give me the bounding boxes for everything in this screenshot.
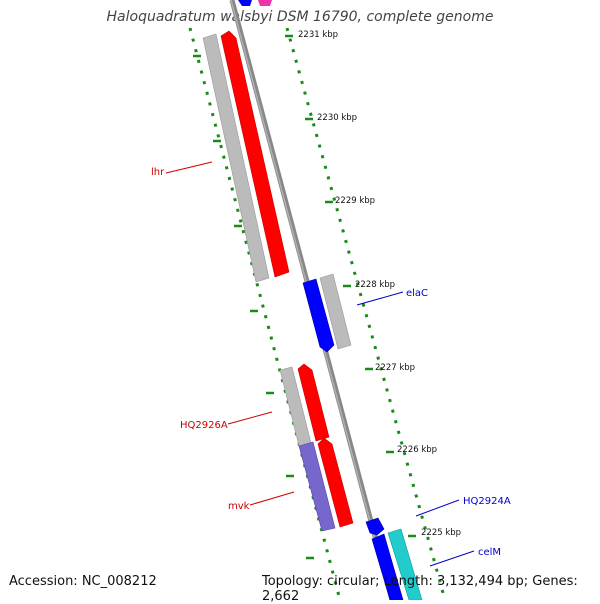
gene-top-blue[interactable] — [238, 0, 252, 6]
accession-text: Accession: NC_008212 — [9, 574, 157, 589]
tick-label-2230: 2230 kbp — [317, 113, 357, 123]
gene-label-celM[interactable]: celM — [478, 547, 501, 558]
gene-label-elaC[interactable]: elaC — [406, 288, 428, 299]
tick-label-2231: 2231 kbp — [298, 30, 338, 40]
tick-label-2226: 2226 kbp — [397, 445, 437, 455]
tick-label-2227: 2227 kbp — [375, 363, 415, 373]
tick-label-2228: 2228 kbp — [355, 280, 395, 290]
gene-elaC-cog[interactable] — [319, 273, 352, 350]
gene-lhr-cog[interactable] — [202, 33, 270, 283]
map-title: Haloquadratum walsbyi DSM 16790, complet… — [106, 9, 494, 25]
gene-celM-cog[interactable] — [371, 533, 404, 600]
gene-HQ2924A[interactable] — [365, 517, 385, 536]
gene-label-mvk[interactable]: mvk — [228, 501, 250, 512]
tick-labels: 2231 kbp 2230 kbp 2229 kbp 2228 kbp 2227… — [298, 30, 461, 538]
gene-lhr[interactable] — [220, 30, 290, 278]
gene-label-HQ2924A[interactable]: HQ2924A — [463, 496, 511, 507]
gene-label-lhr[interactable]: lhr — [151, 167, 165, 178]
gene-mvk[interactable] — [317, 437, 354, 528]
gene-celM[interactable] — [387, 528, 423, 600]
inner-major-ticks — [193, 54, 314, 560]
gene-mvk-cog[interactable] — [298, 441, 336, 532]
gene-top-magenta[interactable] — [258, 0, 272, 6]
gene-label-HQ2926A[interactable]: HQ2926A — [180, 420, 228, 431]
gene-elaC[interactable] — [302, 278, 335, 353]
label-leaders — [165, 161, 475, 567]
outer-major-ticks — [285, 34, 416, 538]
gene-HQ2926A[interactable] — [297, 363, 330, 442]
tick-label-2229: 2229 kbp — [335, 196, 375, 206]
tick-label-2225: 2225 kbp — [421, 528, 461, 538]
